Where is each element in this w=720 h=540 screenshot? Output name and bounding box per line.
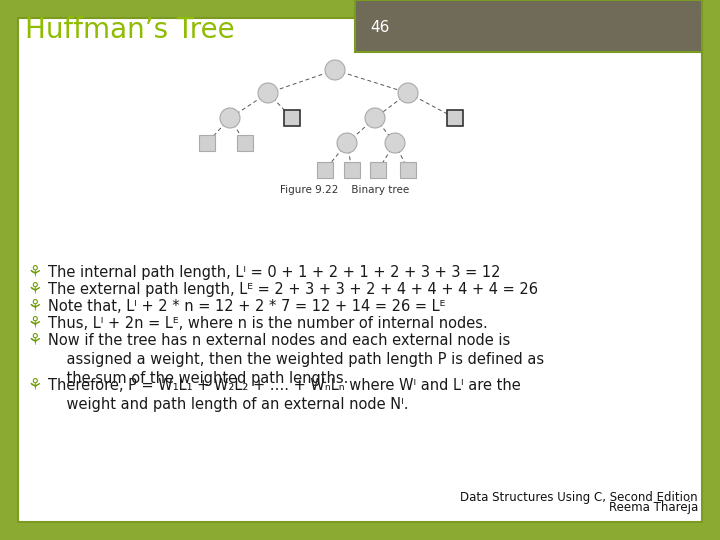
- Text: ⚘: ⚘: [28, 265, 42, 280]
- Text: ⚘: ⚘: [28, 282, 42, 297]
- Text: Therefore, P = W₁L₁ + W₂L₂ + …. + WₙLₙ where Wᴵ and Lᴵ are the
    weight and pa: Therefore, P = W₁L₁ + W₂L₂ + …. + WₙLₙ w…: [48, 378, 521, 412]
- Text: The internal path length, Lᴵ = 0 + 1 + 2 + 1 + 2 + 3 + 3 = 12: The internal path length, Lᴵ = 0 + 1 + 2…: [48, 265, 500, 280]
- Text: ⚘: ⚘: [28, 299, 42, 314]
- Text: Reema Thareja: Reema Thareja: [608, 501, 698, 514]
- Bar: [447, 110, 463, 126]
- Text: Thus, Lᴵ + 2n = Lᴱ, where n is the number of internal nodes.: Thus, Lᴵ + 2n = Lᴱ, where n is the numbe…: [48, 316, 487, 331]
- Bar: [199, 135, 215, 151]
- Text: Now if the tree has n external nodes and each external node is
    assigned a we: Now if the tree has n external nodes and…: [48, 333, 544, 387]
- Bar: [400, 162, 416, 178]
- Circle shape: [365, 108, 385, 128]
- Text: 46: 46: [370, 21, 390, 36]
- Text: ⚘: ⚘: [28, 316, 42, 331]
- Circle shape: [337, 133, 357, 153]
- FancyBboxPatch shape: [355, 0, 702, 52]
- Text: Huffman’s Tree: Huffman’s Tree: [25, 16, 235, 44]
- FancyBboxPatch shape: [18, 18, 702, 522]
- Bar: [317, 162, 333, 178]
- Bar: [237, 135, 253, 151]
- Bar: [344, 162, 360, 178]
- Circle shape: [398, 83, 418, 103]
- Circle shape: [258, 83, 278, 103]
- Text: ⚘: ⚘: [28, 333, 42, 348]
- Text: The external path length, Lᴱ = 2 + 3 + 3 + 2 + 4 + 4 + 4 + 4 = 26: The external path length, Lᴱ = 2 + 3 + 3…: [48, 282, 538, 297]
- Circle shape: [325, 60, 345, 80]
- Bar: [284, 110, 300, 126]
- Text: Note that, Lᴵ + 2 * n = 12 + 2 * 7 = 12 + 14 = 26 = Lᴱ: Note that, Lᴵ + 2 * n = 12 + 2 * 7 = 12 …: [48, 299, 446, 314]
- Text: Figure 9.22    Binary tree: Figure 9.22 Binary tree: [280, 185, 409, 195]
- Text: Data Structures Using C, Second Edition: Data Structures Using C, Second Edition: [460, 491, 698, 504]
- Circle shape: [385, 133, 405, 153]
- Circle shape: [220, 108, 240, 128]
- Bar: [370, 162, 386, 178]
- Text: ⚘: ⚘: [28, 378, 42, 393]
